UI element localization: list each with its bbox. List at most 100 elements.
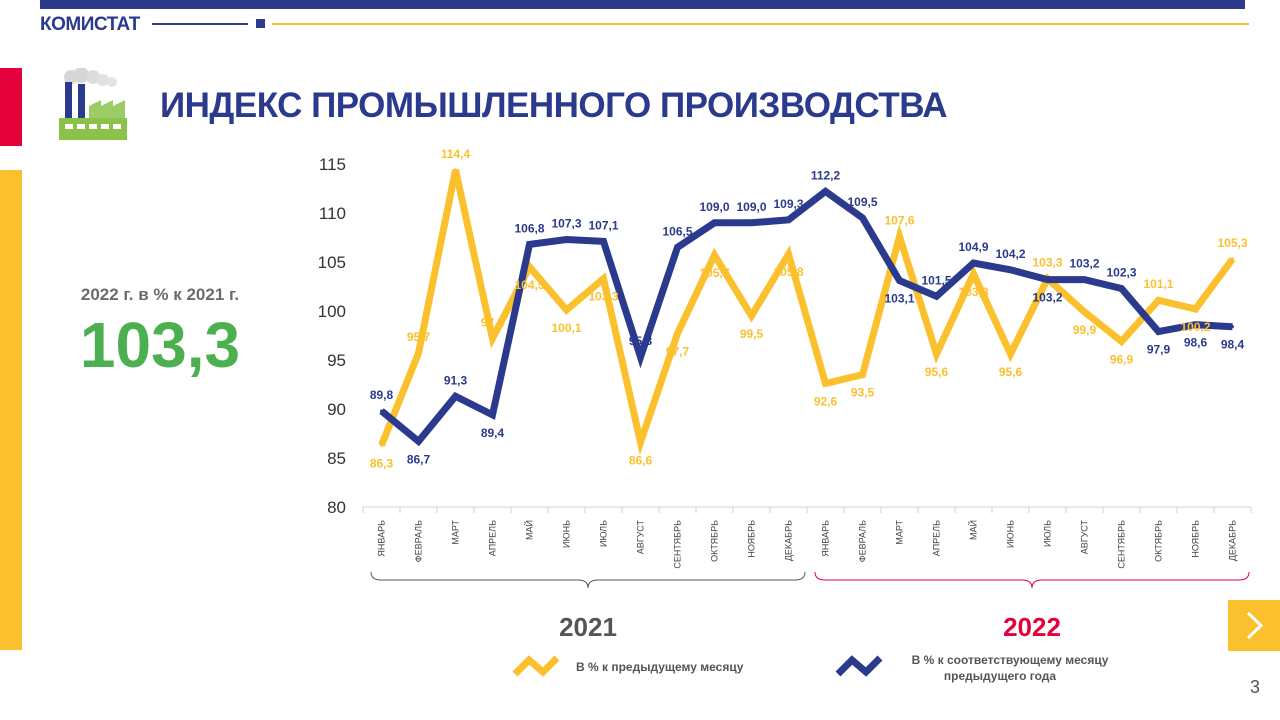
data-label: 96,9 — [1110, 352, 1134, 366]
data-label: 105,7 — [699, 266, 729, 280]
x-tick-label: ДЕКАБРЬ — [784, 520, 794, 561]
group-brace — [814, 571, 1250, 589]
data-point — [528, 242, 531, 246]
brand-logo: КОМИСТАТ — [40, 14, 140, 35]
accent-bar-red — [0, 68, 22, 146]
summary-label: 2022 г. в % к 2021 г. — [80, 285, 240, 304]
y-tick-label: 100 — [318, 302, 346, 321]
data-point — [565, 237, 568, 241]
data-point — [972, 272, 975, 276]
data-point — [639, 355, 642, 359]
y-tick-label: 105 — [318, 253, 346, 272]
data-label: 109,5 — [847, 195, 877, 209]
group-brace — [370, 571, 806, 589]
y-tick-label: 85 — [327, 449, 346, 468]
x-tick-label: МАЙ — [524, 520, 535, 540]
accent-bar-yellow — [0, 170, 22, 650]
data-point — [417, 351, 420, 355]
data-point — [565, 308, 568, 312]
y-tick-label: 90 — [327, 400, 346, 419]
data-label: 98,6 — [1184, 336, 1208, 350]
data-label: 105,3 — [1217, 236, 1247, 250]
data-point — [1231, 257, 1234, 261]
page-number: 3 — [1250, 677, 1261, 697]
top-bar — [40, 0, 1245, 9]
legend-label: предыдущего года — [944, 669, 1056, 683]
data-point — [713, 253, 716, 257]
data-point — [861, 373, 864, 377]
data-label: 97,9 — [1147, 343, 1171, 357]
data-label: 92,6 — [814, 395, 838, 409]
x-tick-label: МАЙ — [968, 520, 979, 540]
x-tick-label: МАРТ — [451, 520, 461, 545]
x-tick-label: НОЯБРЬ — [747, 520, 757, 558]
data-label: 99,9 — [1073, 323, 1097, 337]
x-tick-label: ФЕВРАЛЬ — [414, 520, 424, 562]
x-tick-label: АВГУСТ — [1080, 519, 1090, 554]
line-chart: 80 85 90 95 100 105 110 115 ЯНВАРЬ ФЕВРАЛЬ МАРТ АПР… — [318, 147, 1252, 683]
data-point — [713, 221, 716, 225]
data-label: 106,5 — [662, 224, 692, 238]
x-tick-label: НОЯБРЬ — [1191, 520, 1201, 558]
data-label: 101,1 — [1143, 277, 1173, 291]
brand-square — [256, 19, 265, 28]
group-label: 2022 — [1003, 612, 1061, 642]
chevron-right-icon — [1246, 611, 1264, 640]
group-label: 2021 — [559, 612, 617, 642]
data-label: 103,8 — [958, 285, 988, 299]
x-tick-label: СЕНТЯБРЬ — [1117, 520, 1127, 569]
brand-line-blue — [152, 23, 248, 25]
data-label: 109,0 — [699, 200, 729, 214]
x-tick-label: ИЮЛЬ — [1043, 520, 1053, 547]
x-tick-label: МАРТ — [895, 520, 905, 545]
data-point — [676, 332, 679, 336]
data-point — [1120, 286, 1123, 290]
data-point — [491, 336, 494, 340]
data-point — [1157, 330, 1160, 334]
factory-icon — [59, 68, 127, 140]
data-point — [417, 439, 420, 443]
data-label: 103,2 — [1032, 291, 1062, 305]
data-label: 103,2 — [1069, 257, 1099, 271]
x-tick-label: ЯНВАРЬ — [377, 520, 387, 557]
data-label: 91,3 — [444, 373, 468, 387]
data-point — [824, 189, 827, 193]
data-label: 104,9 — [958, 240, 988, 254]
data-point — [602, 239, 605, 243]
data-point — [454, 394, 457, 398]
data-point — [528, 265, 531, 269]
data-label: 98,4 — [1221, 338, 1245, 352]
data-label: 100,1 — [551, 321, 581, 335]
data-point — [787, 218, 790, 222]
series-line — [379, 187, 1233, 447]
data-point — [824, 382, 827, 386]
y-tick-label: 110 — [319, 204, 346, 223]
y-tick-label: 80 — [327, 498, 346, 517]
data-point — [491, 413, 494, 417]
legend-swatch — [512, 655, 560, 677]
data-point — [454, 168, 457, 172]
data-point — [750, 314, 753, 318]
data-point — [861, 216, 864, 220]
data-label: 95,3 — [629, 334, 653, 348]
data-label: 107,6 — [884, 214, 914, 228]
data-label: 104,5 — [514, 278, 544, 292]
data-point — [935, 294, 938, 298]
x-tick-label: АПРЕЛЬ — [488, 520, 498, 556]
next-slide-button[interactable] — [1228, 600, 1280, 651]
x-tick-label: АПРЕЛЬ — [932, 520, 942, 556]
series-line — [378, 169, 1236, 456]
data-label: 103,3 — [1032, 256, 1062, 270]
data-point — [1194, 307, 1197, 311]
x-tick-label: СЕНТЯБРЬ — [673, 520, 683, 569]
y-tick-label: 115 — [319, 155, 346, 174]
data-label: 89,8 — [370, 388, 394, 402]
x-tick-label: ИЮНЬ — [562, 520, 572, 548]
data-label: 97,7 — [666, 345, 690, 359]
x-tick-label: АВГУСТ — [636, 519, 646, 554]
data-point — [1009, 352, 1012, 356]
data-point — [602, 277, 605, 281]
x-tick-label: ФЕВРАЛЬ — [858, 520, 868, 562]
data-point — [750, 221, 753, 225]
data-label: 86,3 — [370, 456, 394, 470]
